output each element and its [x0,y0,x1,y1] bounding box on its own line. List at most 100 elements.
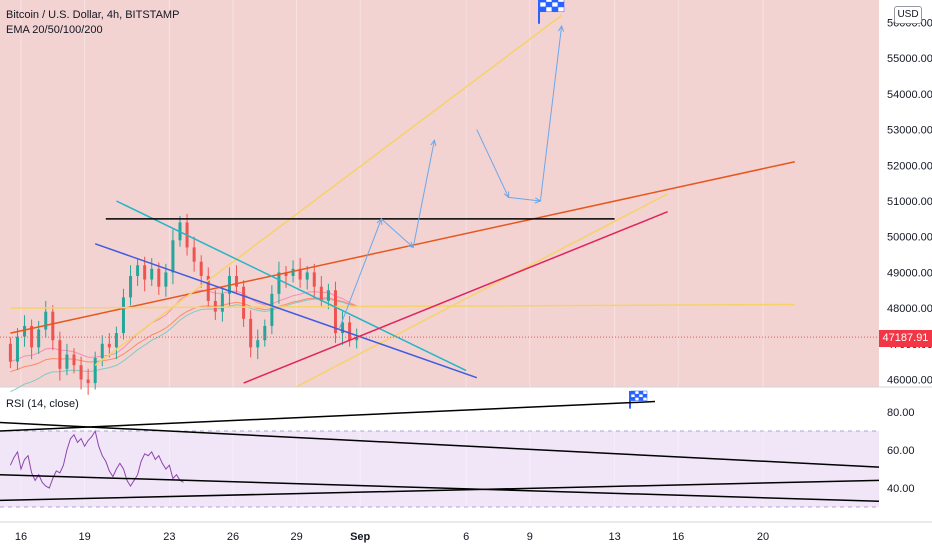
flag-square [634,393,640,398]
rsi-title: RSI (14, close) [6,398,79,410]
price-pane-fill [0,0,879,387]
descending-cyan-trendline [116,200,467,372]
axes: 46000.0047000.0048000.0049000.0050000.00… [0,18,932,543]
candle-body [312,272,316,287]
flag-square [557,0,565,3]
candle-body [8,343,12,362]
candle-body [121,297,125,334]
projection-arrow-head [430,139,437,147]
projection-arrow [476,129,510,198]
flag-square [642,393,648,398]
candle-body [249,318,253,348]
price-pane-background [0,0,879,387]
ema-line [10,289,357,363]
flag-square [634,390,640,395]
candle-body [326,290,330,301]
time-axis-label: 20 [757,531,769,543]
candle-body [171,240,175,273]
candle-body [298,268,302,280]
time-axis-label: 13 [608,531,620,543]
candle-body [93,358,97,384]
candle-body [100,343,104,359]
candle-body [305,272,309,280]
candle-body [355,337,359,341]
time-axis-label: 6 [463,531,469,543]
candle-body [143,265,147,280]
time-axis-label: 29 [290,531,302,543]
ema-line [10,298,357,393]
price-axis-label: 50000.00 [887,232,932,244]
candle-body [348,322,352,341]
flag-square [630,397,636,401]
candle-body [72,354,76,366]
projection-arrow-head [376,217,383,225]
ascending-magenta-trendline [243,211,668,384]
flag-square [545,0,553,3]
candle-body [114,333,118,348]
projection-arrow [381,218,414,248]
candle-body [284,272,288,276]
candle-body [213,300,217,312]
candle-body [263,325,267,341]
descending-blue-trendline [94,243,478,379]
candle-body [30,325,34,348]
time-axis-label: 16 [672,531,684,543]
time-axis-label: 23 [163,531,175,543]
candle-body [235,275,239,287]
time-axis-label: 26 [227,531,239,543]
rsi-axis-label: 80.00 [887,407,915,419]
candle-body [256,340,260,348]
candle-body [23,325,27,337]
flag-square [545,1,553,8]
rsi-axis-label: 60.00 [887,445,915,457]
rsi-descending-trendline-lower [0,473,880,503]
flag-square [630,393,636,398]
rsi-pane-background [0,386,932,522]
rsi-rising-trendline [0,400,656,432]
rsi-axis-label: 40.00 [887,483,915,495]
flag-square [630,390,636,395]
price-axis-label: 49000.00 [887,267,932,279]
flag-square [539,0,547,3]
candle-body [277,272,281,294]
candle-body [136,265,140,276]
candle-body [44,311,48,330]
price-axis-label: 55000.00 [887,53,932,65]
candle-body [150,268,154,280]
flag-square [634,397,640,401]
flag-square [557,1,565,8]
chart-legend: Bitcoin / U.S. Dollar, 4h, BITSTAMP EMA … [6,8,179,38]
candle-body [157,268,161,287]
candle-body [192,247,196,262]
projection-arrow-head [503,191,510,199]
indicator-label: EMA 20/50/100/200 [6,24,103,36]
currency-button[interactable]: USD [894,6,922,24]
rsi-band [0,431,879,507]
horizontal-yellow-line [10,303,795,309]
candle-body [206,275,210,301]
candle-body [79,365,83,380]
projection-arrow-head [534,197,542,204]
time-axis-label: 16 [15,531,27,543]
checkered-flag-icon [538,0,565,24]
price-axis-label: 46000.00 [887,375,932,387]
candle-body [291,268,295,276]
rsi-checkered-flag-icon [629,390,648,409]
flag-square [539,1,547,8]
candle-body [220,293,224,312]
flag-square [551,6,559,13]
candle-body [270,293,274,326]
projection-arrow [508,196,541,202]
projection-arrow [539,26,563,202]
time-axis-label: 9 [527,531,533,543]
candle-body [333,290,337,334]
price-axis-label: 51000.00 [887,196,932,208]
candle-body [58,340,62,369]
candle-body [37,329,41,348]
candle-body [199,261,203,276]
flag-square [638,397,644,401]
projection-arrow-head [557,24,565,32]
symbol-title: Bitcoin / U.S. Dollar, 4h, BITSTAMP [6,9,180,21]
